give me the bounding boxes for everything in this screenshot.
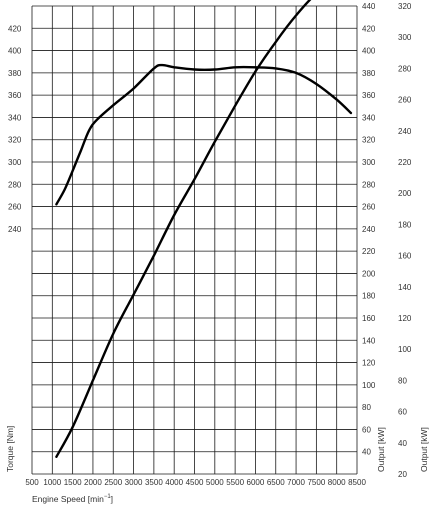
output-tick-label-inner: 40 bbox=[362, 448, 371, 457]
output-axis-ticks-inner: 40 60 80 100 120 140 160 180 200 220 240 260 280 300 3… bbox=[362, 2, 376, 457]
output-tick-label-outer: 180 bbox=[398, 220, 412, 229]
output-tick-label-inner: 140 bbox=[362, 336, 376, 345]
x-tick-label: 2500 bbox=[104, 478, 122, 487]
x-tick-label: 8500 bbox=[348, 478, 366, 487]
output-tick-label-outer: 220 bbox=[398, 158, 412, 167]
output-tick-label-inner: 420 bbox=[362, 24, 376, 33]
torque-tick-label: 400 bbox=[8, 47, 22, 56]
output-tick-label-inner: 160 bbox=[362, 314, 376, 323]
x-tick-label: 6000 bbox=[247, 478, 265, 487]
torque-axis-label: Torque [Nm] bbox=[5, 426, 15, 472]
chart-grid bbox=[31, 5, 358, 475]
output-tick-label-inner: 180 bbox=[362, 292, 376, 301]
output-axis-ticks-outer: 20 40 60 80 100 120 140 160 180 200 220 240 260 280 30… bbox=[398, 2, 412, 479]
x-tick-label: 8000 bbox=[328, 478, 346, 487]
output-tick-label-inner: 300 bbox=[362, 158, 376, 167]
output-tick-label-inner: 400 bbox=[362, 47, 376, 56]
output-tick-label-inner: 280 bbox=[362, 180, 376, 189]
output-tick-label-inner: 240 bbox=[362, 225, 376, 234]
torque-tick-label: 240 bbox=[8, 225, 22, 234]
x-axis-label-suffix: ] bbox=[111, 494, 113, 504]
output-tick-label-inner: 120 bbox=[362, 359, 376, 368]
output-tick-label-outer: 200 bbox=[398, 189, 412, 198]
output-tick-label-outer: 20 bbox=[398, 470, 407, 479]
output-tick-label-outer: 280 bbox=[398, 64, 412, 73]
output-tick-label-outer: 300 bbox=[398, 33, 412, 42]
x-axis-ticks: 500 1000 1500 2000 2500 3000 3500 4000 4500 5000 5… bbox=[25, 478, 366, 487]
output-tick-label-outer: 40 bbox=[398, 439, 407, 448]
output-tick-label-inner: 360 bbox=[362, 91, 376, 100]
output-tick-label-outer: 320 bbox=[398, 2, 412, 11]
torque-tick-label: 360 bbox=[8, 91, 22, 100]
output-tick-label-inner: 260 bbox=[362, 203, 376, 212]
x-tick-label: 1500 bbox=[64, 478, 82, 487]
torque-tick-label: 420 bbox=[8, 24, 22, 33]
torque-curve bbox=[55, 63, 353, 206]
torque-tick-label: 380 bbox=[8, 69, 22, 78]
output-tick-label-inner: 320 bbox=[362, 136, 376, 145]
torque-tick-label: 340 bbox=[8, 113, 22, 122]
x-axis-label: Engine Speed [min−1] bbox=[32, 494, 113, 504]
output-tick-label-outer: 240 bbox=[398, 127, 412, 136]
x-tick-label: 5500 bbox=[226, 478, 244, 487]
output-tick-label-inner: 340 bbox=[362, 113, 376, 122]
x-tick-label: 4000 bbox=[165, 478, 183, 487]
output-axis-label-outer: Output [kW] bbox=[419, 427, 429, 472]
output-tick-label-inner: 440 bbox=[362, 2, 376, 11]
output-curve bbox=[55, 0, 312, 458]
output-tick-label-outer: 120 bbox=[398, 314, 412, 323]
output-tick-label-inner: 380 bbox=[362, 69, 376, 78]
output-axis-label-inner: Output [kW] bbox=[376, 427, 386, 472]
output-tick-label-outer: 140 bbox=[398, 283, 412, 292]
torque-axis-ticks: 240 260 280 300 320 340 360 380 400 420 bbox=[8, 24, 22, 234]
output-tick-label-outer: 60 bbox=[398, 408, 407, 417]
x-tick-label: 5000 bbox=[206, 478, 224, 487]
x-tick-label: 500 bbox=[25, 478, 39, 487]
x-tick-label: 7500 bbox=[307, 478, 325, 487]
x-tick-label: 6500 bbox=[267, 478, 285, 487]
x-axis-label-superscript: −1 bbox=[104, 494, 112, 500]
torque-tick-label: 260 bbox=[8, 203, 22, 212]
output-tick-label-inner: 100 bbox=[362, 381, 376, 390]
output-tick-label-outer: 100 bbox=[398, 345, 412, 354]
torque-tick-label: 280 bbox=[8, 180, 22, 189]
output-tick-label-inner: 220 bbox=[362, 247, 376, 256]
output-tick-label-inner: 60 bbox=[362, 425, 371, 434]
output-tick-label-inner: 80 bbox=[362, 403, 371, 412]
output-tick-label-outer: 80 bbox=[398, 376, 407, 385]
x-tick-label: 2000 bbox=[84, 478, 102, 487]
x-tick-label: 3500 bbox=[145, 478, 163, 487]
x-tick-label: 7000 bbox=[287, 478, 305, 487]
torque-tick-label: 300 bbox=[8, 158, 22, 167]
output-tick-label-outer: 160 bbox=[398, 252, 412, 261]
x-tick-label: 3000 bbox=[125, 478, 143, 487]
x-tick-label: 4500 bbox=[186, 478, 204, 487]
x-axis-label-prefix: Engine Speed [min bbox=[32, 494, 104, 504]
x-tick-label: 1000 bbox=[43, 478, 61, 487]
torque-tick-label: 320 bbox=[8, 136, 22, 145]
output-tick-label-outer: 260 bbox=[398, 96, 412, 105]
output-tick-label-inner: 200 bbox=[362, 269, 376, 278]
chart-series bbox=[55, 0, 353, 458]
